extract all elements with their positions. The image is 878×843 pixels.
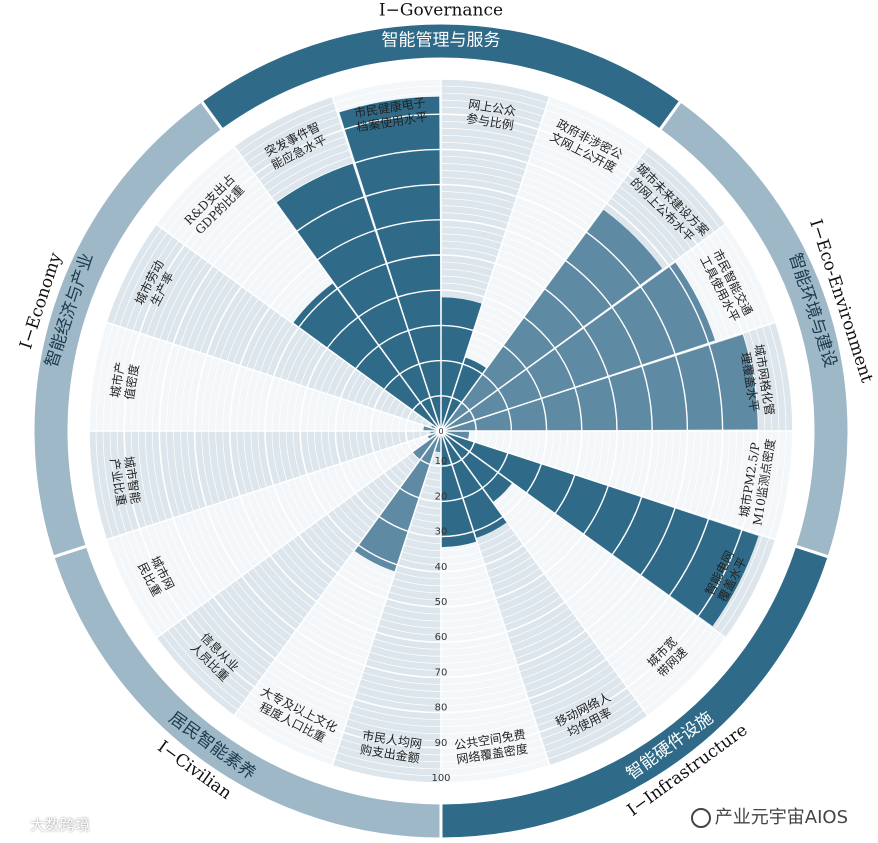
bar-divider [298,288,338,328]
bar-divider [564,259,613,308]
bar-7 [441,431,512,502]
bar-divider [544,288,584,328]
radial-separator-18 [233,145,442,432]
bar-divider [364,183,442,198]
radial-separator-14 [105,430,442,541]
radial-tick-label-10: 10 [435,456,448,467]
radial-separator-8 [440,430,649,717]
indicator-label-14: 城市智能产业比重 [108,455,145,507]
bar-divider [674,354,689,432]
radial-tick-label-60: 60 [435,632,448,643]
bar-divider [295,195,366,233]
radial-separator-9 [440,430,551,767]
bar-divider [708,343,724,432]
watermark-left-text: 大数跨境 [30,815,91,834]
bar-divider [696,528,743,618]
radial-tick-label-20: 20 [435,491,448,502]
bar-divider [582,327,610,377]
bar-divider [611,306,643,366]
radial-tick-label-0: 0 [438,427,443,436]
bar-divider [342,113,442,131]
category-ring-4 [31,98,225,559]
radial-separator-13 [155,430,442,639]
bar-divider [554,474,576,515]
bar-divider [582,485,610,535]
bar-divider [337,262,387,290]
bar-18 [276,163,441,431]
bar-divider [523,316,556,349]
bar-divider [639,285,677,356]
radial-separator-3 [440,223,727,432]
watermark-left: 大数跨境 [6,814,91,835]
radial-tick-label-30: 30 [435,527,448,538]
bar-2 [441,209,663,431]
group-label-0: 智能管理与服务 [382,31,501,51]
bar-divider [639,506,677,577]
bar-divider [585,231,641,287]
indicator-label-line: 参与比例 [465,110,515,132]
radial-separator-16 [105,321,442,432]
indicator-label-line: 值密度 [121,363,141,401]
bar-3 [441,262,716,431]
bar-17 [293,283,441,431]
bar-divider [554,347,576,388]
watermark-right-text: 产业元宇宙AIOS [714,807,848,828]
radial-separator-4 [440,321,777,432]
bar-divider [611,496,643,556]
bar-divider [574,387,583,432]
radial-separator-12 [233,430,442,717]
radial-tick-label-70: 70 [435,667,448,678]
bar-divider [353,148,442,164]
bar-divider [357,296,398,318]
bar-divider [397,289,442,298]
bar-divider [607,376,618,432]
radial-tick-label-80: 80 [435,703,448,714]
bar-divider [641,365,653,432]
radial-tick-label-100: 100 [431,773,450,784]
bar-divider [357,544,398,566]
bar-12 [412,431,441,460]
indicator-label-line: 城市产 [107,361,127,399]
bar-divider [316,229,376,261]
bar-divider [668,517,710,597]
radial-separator-1 [440,95,551,432]
wechat-icon [690,808,711,828]
bar-19 [339,96,441,431]
bar-divider [386,254,442,265]
radial-tick-label-90: 90 [435,738,448,749]
radial-separator-2 [440,145,649,432]
radial-tick-label-40: 40 [435,562,448,573]
bar-divider [326,316,359,349]
indicator-label-0: 网上公众参与比例 [465,97,517,133]
radial-separator-17 [155,223,442,432]
radial-separator-7 [440,430,727,639]
radial-separator-6 [440,430,777,541]
watermark-right: 产业元宇宙AIOS [690,803,848,829]
radial-separator-19 [331,95,442,432]
bar-divider [375,219,442,231]
indicator-label-15: 城市产值密度 [107,361,142,401]
bar-6 [441,431,759,627]
radial-separator-11 [331,430,442,767]
indicator-label-line: 城市智能 [122,455,144,505]
brand-logo-icon [6,815,26,835]
bar-divider [668,265,710,345]
outer-label-0: I−Governance [379,1,503,21]
bar-8 [441,431,507,538]
bar-1 [441,357,487,431]
bar-4 [441,334,758,431]
radial-tick-label-50: 50 [435,597,448,608]
bar-11 [354,431,441,572]
